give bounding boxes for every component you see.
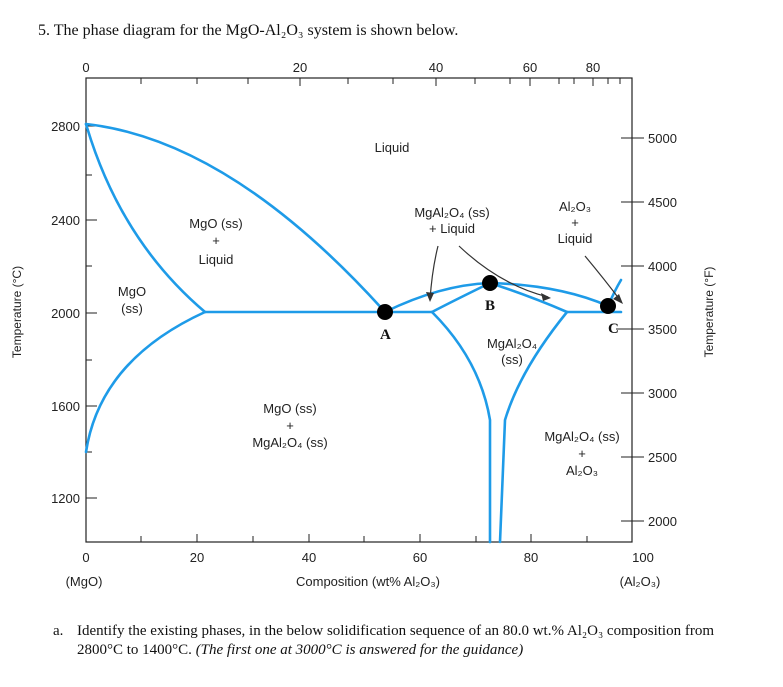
bottom-tick-label: 40	[302, 550, 316, 565]
right-axis-title: Temperature (°F)	[702, 267, 716, 358]
right-tick-label: 4000	[648, 259, 677, 274]
left-tick-label: 2000	[51, 306, 80, 321]
right-tick-label: 3000	[648, 386, 677, 401]
right-axis-ticks	[621, 137, 644, 522]
question-item-text: Identify the existing phases, in the bel…	[77, 622, 755, 660]
point-a-label: A	[380, 327, 391, 343]
arrow-spinel-liquid-right	[458, 245, 549, 298]
bottom-tick-label: 20	[190, 550, 204, 565]
plot-frame	[85, 77, 633, 543]
point-labels: A B C	[380, 298, 619, 343]
top-tick-label: 40	[429, 60, 443, 75]
bottom-axis-ticks	[85, 534, 588, 542]
region-spinel-alumina: MgAl₂O₄ (ss)	[544, 429, 619, 444]
point-b-marker	[482, 275, 498, 291]
question-title: 5. The phase diagram for the MgO-Al₂O₃ s…	[38, 22, 459, 39]
top-axis-labels: 0 20 40 60 80	[82, 60, 600, 75]
right-axis-labels: 5000 4500 4000 3500 3000 2500 2000 Tempe…	[648, 131, 716, 529]
region-alumina-liquid: +	[571, 215, 579, 230]
left-axis-title: Temperature (°C)	[10, 266, 24, 358]
top-tick-label: 20	[293, 60, 307, 75]
right-tick-label: 4500	[648, 195, 677, 210]
arrow-alumina-liquid	[584, 255, 621, 301]
question-item: a. Identify the existing phases, in the …	[53, 622, 755, 660]
liquidus-mgo	[84, 122, 387, 314]
arrowhead-icon	[426, 292, 434, 302]
x-right-end-label: (Al₂O₃)	[620, 574, 661, 589]
region-spinel-ss: (ss)	[501, 352, 523, 367]
solidus-spinel-right	[488, 281, 569, 314]
solidus-mgo	[84, 122, 207, 314]
top-tick-label: 80	[586, 60, 600, 75]
question-item-body: Identify the existing phases, in the bel…	[77, 623, 715, 658]
region-spinel-ss: MgAl₂O₄	[487, 336, 537, 351]
left-tick-label: 2800	[51, 119, 80, 134]
right-tick-label: 5000	[648, 131, 677, 146]
solvus-mgo	[84, 310, 207, 454]
region-mgo-spinel: MgO (ss)	[263, 401, 316, 416]
solvus-spinel-right	[498, 310, 569, 544]
right-tick-label: 2500	[648, 450, 677, 465]
top-axis-ticks	[85, 78, 621, 86]
annotation-arrows	[429, 245, 621, 301]
region-mgo-ss: (ss)	[121, 301, 143, 316]
invariant-points	[377, 275, 616, 320]
bottom-axis-labels: 0 20 40 60 80 100 (MgO) Composition (wt%…	[66, 550, 661, 589]
region-spinel-liquid: + Liquid	[429, 221, 475, 236]
region-alumina-liquid: Al₂O₃	[559, 199, 591, 214]
x-left-end-label: (MgO)	[66, 574, 103, 589]
question-item-label: a.	[53, 623, 64, 639]
region-mgo-liquid: Liquid	[199, 252, 234, 267]
top-tick-label: 60	[523, 60, 537, 75]
left-axis-labels: 2800 2400 2000 1600 1200 Temperature (°C…	[10, 119, 80, 506]
right-tick-label: 2000	[648, 514, 677, 529]
region-spinel-alumina: Al₂O₃	[566, 463, 598, 478]
point-a-marker	[377, 304, 393, 320]
region-mgo-liquid: +	[212, 233, 220, 248]
region-mgo-spinel: +	[286, 418, 294, 433]
left-tick-label: 2400	[51, 213, 80, 228]
left-tick-label: 1600	[51, 399, 80, 414]
point-c-label: C	[608, 321, 619, 337]
bottom-tick-label: 100	[632, 550, 654, 565]
region-spinel-alumina: +	[578, 446, 586, 461]
arrowhead-icon	[541, 293, 551, 301]
arrowhead-icon	[613, 294, 623, 304]
region-labels: Liquid MgO (ss) + Liquid MgO (ss) MgAl₂O…	[118, 140, 620, 478]
left-tick-label: 1200	[51, 491, 80, 506]
bottom-tick-label: 0	[82, 550, 89, 565]
region-liquid: Liquid	[375, 140, 410, 155]
bottom-tick-label: 60	[413, 550, 427, 565]
phase-boundaries	[84, 122, 623, 544]
solvus-spinel-left	[430, 310, 492, 544]
arrow-heads	[426, 292, 623, 304]
region-mgo-spinel: MgAl₂O₄ (ss)	[252, 435, 327, 450]
region-spinel-liquid: MgAl₂O₄ (ss)	[414, 205, 489, 220]
point-b-label: B	[485, 298, 495, 314]
region-mgo-ss: MgO	[118, 284, 146, 299]
right-tick-label: 3500	[648, 322, 677, 337]
question-item-italic: (The first one at 3000°C is answered for…	[195, 642, 524, 658]
point-c-marker	[600, 298, 616, 314]
bottom-tick-label: 80	[524, 550, 538, 565]
top-tick-label: 0	[82, 60, 89, 75]
region-mgo-liquid: MgO (ss)	[189, 216, 242, 231]
region-alumina-liquid: Liquid	[558, 231, 593, 246]
x-axis-label: Composition (wt% Al₂O₃)	[296, 574, 440, 589]
